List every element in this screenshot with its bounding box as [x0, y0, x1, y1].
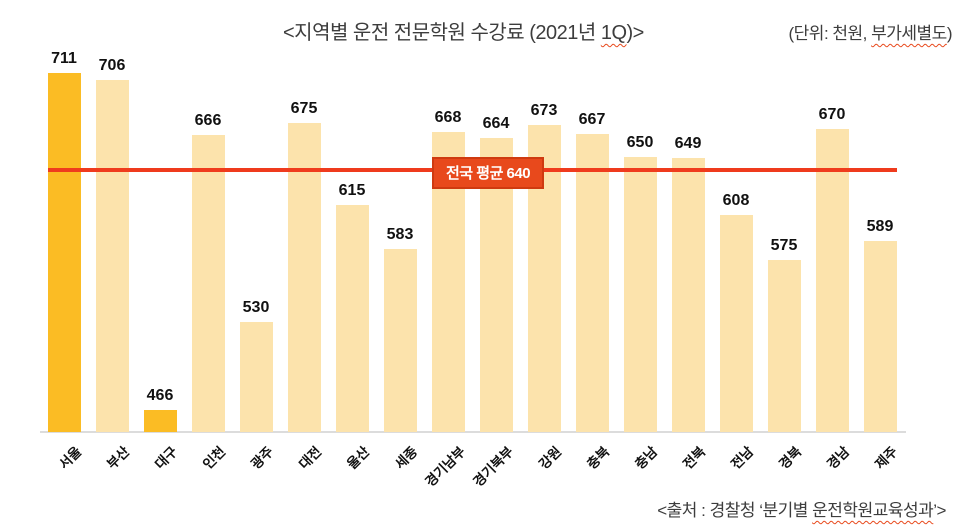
bar-value-label: 666: [194, 112, 222, 129]
x-axis-label: 충남: [632, 443, 661, 473]
bar: [623, 157, 657, 432]
unit-label-spellcheck-text: 부가세별도: [871, 24, 947, 43]
bar-column: 711 서울: [40, 0, 88, 472]
bar: [335, 205, 369, 432]
source-note-closing: ’>: [933, 501, 946, 520]
bar-value-label: 466: [146, 387, 174, 404]
bar-value-label: 706: [98, 57, 126, 74]
bar-value-label: 664: [482, 115, 510, 132]
unit-label-text: (단위: 천원,: [788, 24, 872, 43]
bar-value-label: 667: [578, 111, 606, 128]
bar: [719, 215, 753, 432]
x-axis-line: [40, 431, 906, 433]
x-axis-label: 충북: [584, 443, 613, 473]
bar-column: 575 경북: [760, 0, 808, 472]
plot-area: 711 서울 706 부산 466 대구 666 인천 530 광주 675 대전 615 울산 583 세종…: [40, 0, 906, 490]
bar: [383, 249, 417, 432]
bar-value-label: 650: [626, 134, 654, 151]
bar-value-label: 615: [338, 182, 366, 199]
bar-value-label: 675: [290, 100, 318, 117]
bar-column: 589 제주: [856, 0, 904, 472]
bar-column: 670 경남: [808, 0, 856, 472]
x-axis-label: 경기남부: [422, 443, 469, 490]
bar-column: 649 전북: [664, 0, 712, 472]
bar-value-label: 589: [866, 218, 894, 235]
x-axis-label: 울산: [344, 443, 373, 473]
unit-label: (단위: 천원, 부가세별도): [789, 19, 953, 44]
bar-value-label: 583: [386, 226, 414, 243]
average-line-label: 전국 평균 640: [432, 157, 545, 189]
chart-title-text: <지역별 운전 전문학원 수강료 (2021년: [283, 22, 601, 44]
x-axis-label: 제주: [872, 443, 901, 473]
bar: [191, 135, 225, 432]
bar-column: 673 강원: [520, 0, 568, 472]
bar: [671, 158, 705, 432]
bar-column: 530 광주: [232, 0, 280, 472]
x-axis-label: 인천: [200, 443, 229, 473]
chart-title-closing: )>: [626, 22, 645, 44]
bar: [815, 129, 849, 432]
bar: [863, 241, 897, 432]
x-axis-label: 서울: [56, 443, 85, 473]
unit-label-closing: ): [946, 24, 953, 43]
bar: [239, 322, 273, 432]
x-axis-label: 광주: [248, 443, 277, 473]
bar-value-label: 575: [770, 237, 798, 254]
x-axis-label: 전북: [680, 443, 709, 473]
x-axis-label: 경남: [824, 443, 853, 473]
bar-column: 466 대구: [136, 0, 184, 472]
bar-columns: 711 서울 706 부산 466 대구 666 인천 530 광주 675 대전 615 울산 583 세종…: [40, 0, 904, 490]
bar-column: 583 세종: [376, 0, 424, 472]
bar: [767, 260, 801, 432]
bar-column: 668 경기남부: [423, 0, 472, 490]
bar-column: 615 울산: [328, 0, 376, 472]
source-note: <출처 : 경찰청 ‘분기별 운전학원교육성과’>: [657, 496, 946, 521]
bar-column: 675 대전: [280, 0, 328, 472]
bar-highlighted: [143, 410, 177, 432]
x-axis-label: 전남: [728, 443, 757, 473]
source-note-text: <출처 : 경찰청 ‘분기별: [657, 501, 813, 520]
bar: [287, 123, 321, 432]
bar: [95, 80, 129, 432]
bar-column: 664 경기북부: [471, 0, 520, 490]
source-note-spellcheck-text: 운전학원교육성과: [812, 501, 934, 520]
x-axis-label: 대구: [152, 443, 181, 473]
bar-value-label: 670: [818, 106, 846, 123]
bar-value-label: 530: [242, 299, 270, 316]
bar-column: 650 충남: [616, 0, 664, 472]
bar-highlighted: [47, 73, 81, 432]
x-axis-label: 대전: [296, 443, 325, 473]
x-axis-label: 강원: [536, 443, 565, 473]
bar-column: 608 전남: [712, 0, 760, 472]
bar-column: 706 부산: [88, 0, 136, 472]
x-axis-label: 경기북부: [470, 443, 517, 490]
x-axis-label: 경북: [776, 443, 805, 473]
bar-column: 667 충북: [568, 0, 616, 472]
x-axis-label: 세종: [392, 443, 421, 473]
bar-value-label: 668: [434, 109, 462, 126]
bar-value-label: 608: [722, 192, 750, 209]
bar-column: 666 인천: [184, 0, 232, 472]
bar-value-label: 673: [530, 102, 558, 119]
x-axis-label: 부산: [104, 443, 133, 473]
bar-value-label: 711: [51, 50, 77, 67]
chart-title: <지역별 운전 전문학원 수강료 (2021년 1Q)>: [283, 16, 644, 45]
chart-title-spellcheck-text: 1Q: [600, 22, 627, 44]
bar-value-label: 649: [674, 135, 702, 152]
bar: [575, 134, 609, 432]
